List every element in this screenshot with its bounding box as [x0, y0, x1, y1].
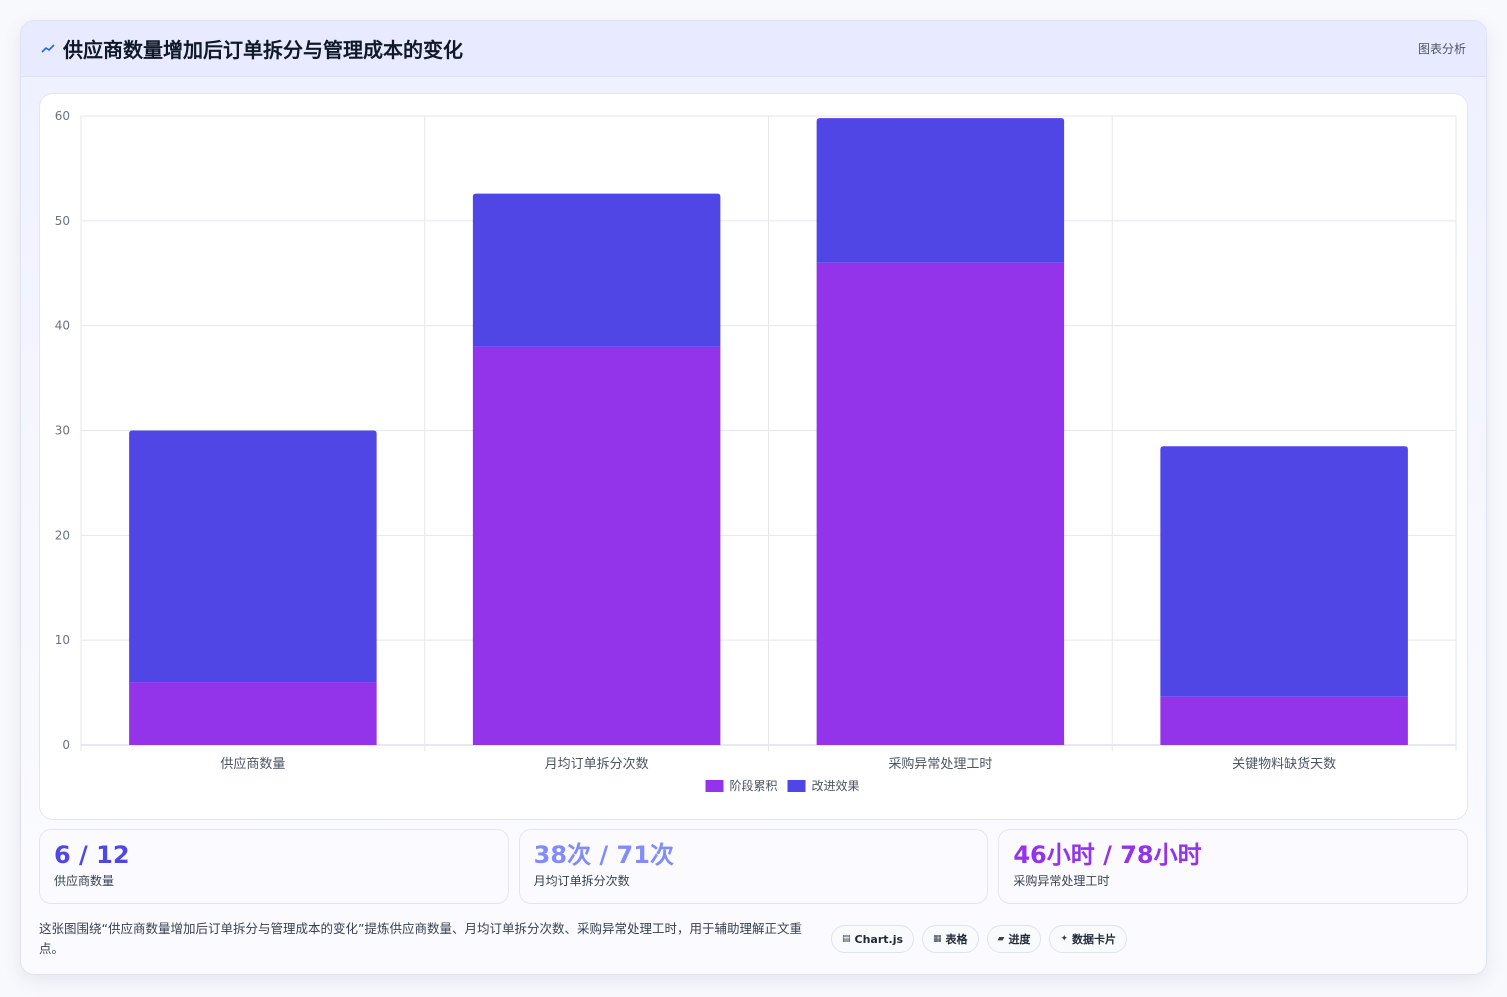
chip-label: 数据卡片: [1072, 933, 1117, 946]
y-tick-label: 30: [55, 424, 70, 438]
chip-data-card[interactable]: ✦ 数据卡片: [1049, 925, 1128, 953]
stat-label: 月均订单拆分次数: [533, 874, 630, 888]
card-footer: 这张图围绕“供应商数量增加后订单拆分与管理成本的变化”提炼供应商数量、月均订单拆…: [39, 917, 1468, 961]
bar-segment[interactable]: [472, 346, 721, 745]
chip-label: 表格: [945, 933, 968, 946]
chart-title: 供应商数量增加后订单拆分与管理成本的变化: [63, 38, 463, 62]
card-header: 供应商数量增加后订单拆分与管理成本的变化 图表分析: [21, 21, 1486, 77]
chip-chartjs[interactable]: ▤ Chart.js: [831, 925, 915, 953]
stat-card-exception-hours: 46小时 / 78小时 采购异常处理工时: [998, 829, 1469, 904]
y-tick-label: 50: [55, 214, 70, 228]
x-tick-label: 采购异常处理工时: [888, 756, 992, 772]
y-tick-label: 10: [55, 633, 70, 647]
x-tick-label: 关键物料缺货天数: [1232, 756, 1336, 772]
y-tick-label: 20: [55, 528, 70, 542]
y-tick-label: 0: [62, 738, 70, 752]
stat-value: 6 / 12: [54, 841, 130, 869]
chip-progress[interactable]: ▰ 进度: [986, 925, 1042, 953]
chart-tag: 图表分析: [1417, 42, 1466, 56]
chart-panel: 0 10 20 30 40 50 60 供应商数量 月均订单拆分次数 采购异常处理工时 关键物料缺货…: [39, 93, 1468, 820]
stat-label: 供应商数量: [54, 874, 115, 888]
stat-card-supplier-count: 6 / 12 供应商数量: [39, 829, 509, 904]
chart-icon: ▤: [842, 934, 851, 944]
stat-card-order-split: 38次 / 71次 月均订单拆分次数: [518, 829, 989, 904]
tag-chips: ▤ Chart.js ▦ 表格 ▰ 进度 ✦ 数据卡片: [831, 925, 1128, 953]
stacked-bar-chart: 0 10 20 30 40 50 60 供应商数量 月均订单拆分次数 采购异常处理工时 关键物料缺货…: [55, 109, 1457, 793]
stat-value: 38次 / 71次: [533, 841, 674, 869]
chip-table[interactable]: ▦ 表格: [922, 925, 979, 953]
progress-icon: ▰: [997, 934, 1005, 944]
bar-segment[interactable]: [1160, 696, 1408, 745]
legend-label: 阶段累积: [730, 778, 778, 793]
legend-label: 改进效果: [812, 778, 860, 793]
table-icon: ▦: [933, 934, 942, 944]
trend-line-icon: [41, 43, 55, 53]
chart-card: 供应商数量增加后订单拆分与管理成本的变化 图表分析 0 10 20 30 40 50 60 供…: [20, 20, 1487, 975]
bar-segment[interactable]: [129, 682, 377, 745]
legend-swatch: [705, 780, 724, 792]
chip-label: 进度: [1008, 933, 1031, 946]
chart-description: 这张图围绕“供应商数量增加后订单拆分与管理成本的变化”提炼供应商数量、月均订单拆…: [39, 921, 802, 956]
x-tick-label: 月均订单拆分次数: [545, 756, 649, 772]
stat-value: 46小时 / 78小时: [1013, 841, 1202, 869]
chip-label: Chart.js: [854, 932, 904, 946]
bar-segment[interactable]: [129, 430, 377, 683]
bar-segment[interactable]: [1160, 446, 1408, 697]
legend-swatch: [787, 780, 806, 792]
bar-segment[interactable]: [816, 118, 1065, 263]
x-tick-label: 供应商数量: [220, 756, 285, 772]
stat-label: 采购异常处理工时: [1013, 874, 1110, 888]
stat-cards: 6 / 12 供应商数量 38次 / 71次 月均订单拆分次数 46小时 / 7…: [39, 829, 1469, 904]
y-tick-label: 60: [55, 109, 70, 123]
y-tick-label: 40: [55, 319, 70, 333]
bar-segment[interactable]: [472, 193, 721, 347]
sparkle-icon: ✦: [1060, 934, 1069, 944]
bar-segment[interactable]: [816, 262, 1065, 745]
